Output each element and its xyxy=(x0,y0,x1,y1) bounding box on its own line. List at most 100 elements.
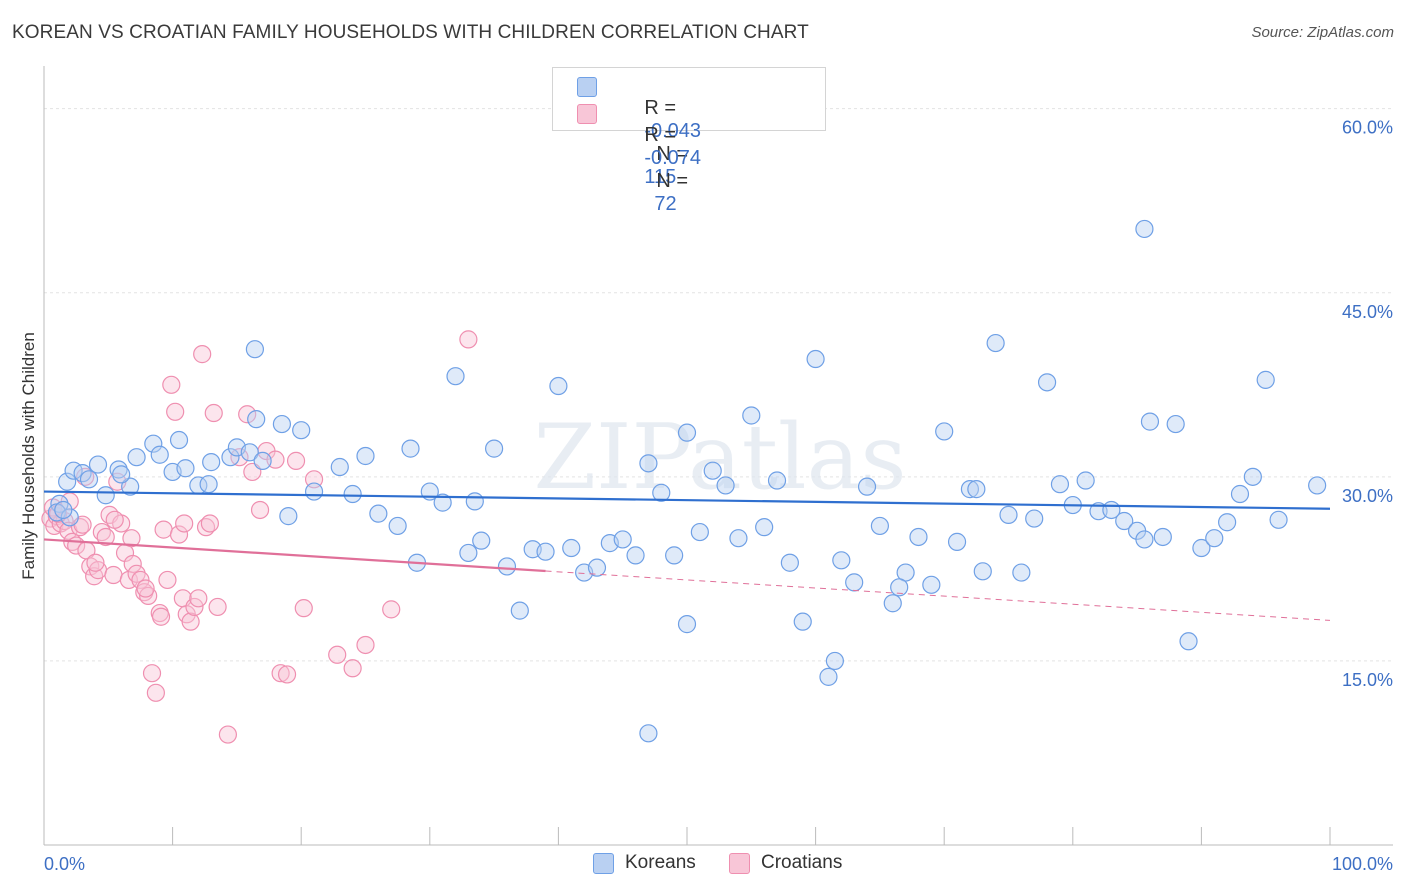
korean-point xyxy=(960,480,980,499)
legend-row-korean: R = -0.043 N = 115 xyxy=(577,74,701,188)
korean-point xyxy=(247,410,266,429)
croatian-point xyxy=(189,589,208,608)
korean-point xyxy=(369,504,388,523)
korean-point xyxy=(780,553,799,572)
korean-point xyxy=(1050,475,1070,494)
korean-point xyxy=(79,470,99,489)
korean-point xyxy=(96,486,115,505)
croatian-point xyxy=(136,579,155,598)
korean-point xyxy=(199,475,218,494)
y-tick-label-2: 45.0% xyxy=(1342,302,1393,322)
croatian-point xyxy=(343,659,362,678)
koreans-legend-label: Koreans xyxy=(625,852,696,873)
korean-n-value: 115 xyxy=(644,166,677,188)
korean-point xyxy=(446,367,465,386)
croatian-point xyxy=(142,664,162,683)
watermark-text: ZIPatlas xyxy=(533,405,906,510)
korean-point xyxy=(1076,471,1095,490)
korean-point xyxy=(1135,219,1154,239)
korean-point xyxy=(472,531,491,550)
korean-point xyxy=(388,516,407,536)
korean-point xyxy=(793,612,812,631)
korean-point xyxy=(677,615,697,634)
korean-point xyxy=(1179,632,1198,651)
croatian-r-value: -0.074 xyxy=(644,147,702,169)
korean-point xyxy=(935,422,954,441)
korean-point xyxy=(1140,412,1160,431)
croatians-legend-label: Croatians xyxy=(761,852,843,873)
korean-point xyxy=(883,594,902,613)
korean-point xyxy=(549,376,568,396)
croatian-trend-line xyxy=(43,538,546,573)
x-tick-label-min: 0.0% xyxy=(44,854,85,874)
croatian-point xyxy=(266,450,285,469)
korean-point xyxy=(1089,502,1108,521)
korean-point xyxy=(767,471,787,490)
korean-point xyxy=(292,421,311,440)
croatian-point xyxy=(294,599,313,618)
croatian-point xyxy=(96,527,115,547)
korean-point xyxy=(1269,510,1288,529)
croatian-point xyxy=(250,500,270,520)
croatian-n-value: 72 xyxy=(654,193,677,215)
korean-point xyxy=(1205,529,1224,548)
croatian-point xyxy=(169,525,189,544)
korean-point xyxy=(144,434,163,453)
korean-point xyxy=(88,455,108,474)
trend-lines xyxy=(43,490,1331,621)
korean-point xyxy=(459,543,478,563)
korean-point xyxy=(485,439,504,458)
croatian-point xyxy=(175,514,194,533)
korean-point xyxy=(986,333,1005,353)
croatian-point xyxy=(123,554,142,574)
korean-point xyxy=(109,460,128,479)
stats-legend: R = -0.043 N = 115 R = -0.074 N = 72 xyxy=(552,67,826,215)
croatian-point xyxy=(166,402,185,421)
korean-point xyxy=(1012,563,1031,582)
korean-point xyxy=(1192,538,1211,558)
y-tick-label-3: 60.0% xyxy=(1342,118,1393,138)
croatian-point xyxy=(208,597,227,617)
croatians-legend-swatch xyxy=(729,853,750,874)
croatian-n-label: N = xyxy=(656,170,689,192)
legend-row-croatian: R = -0.074 N = 72 xyxy=(577,101,701,215)
korean-point xyxy=(112,465,131,484)
korean-point xyxy=(742,406,761,425)
korean-point xyxy=(240,443,259,462)
korean-point xyxy=(870,516,890,536)
croatian-point xyxy=(122,529,141,548)
korean-point xyxy=(755,518,774,537)
croatian-point xyxy=(271,664,290,683)
korean-point xyxy=(1135,530,1154,549)
korean-point xyxy=(806,349,825,369)
korean-point xyxy=(60,508,79,527)
korean-point xyxy=(729,529,748,548)
croatian-swatch xyxy=(577,104,597,124)
korean-point xyxy=(845,573,864,592)
croatian-point xyxy=(238,405,257,424)
korean-point xyxy=(433,493,452,512)
korean-point xyxy=(1153,527,1172,547)
korean-point xyxy=(626,546,645,565)
korean-point xyxy=(690,522,709,542)
korean-point xyxy=(279,507,298,526)
korean-point xyxy=(245,340,265,359)
korean-point xyxy=(401,439,420,458)
croatian-point xyxy=(151,607,171,626)
korean-point xyxy=(562,538,581,558)
korean-point xyxy=(922,575,941,594)
korean-point xyxy=(677,423,697,442)
croatian-point xyxy=(154,520,173,539)
croatian-point xyxy=(162,375,181,394)
croatian-point xyxy=(104,565,123,585)
axes xyxy=(43,66,1393,846)
y-axis-label: Family Households with Children xyxy=(19,332,38,580)
croatian-point xyxy=(277,665,297,684)
korean-point xyxy=(1025,509,1044,528)
korean-point xyxy=(857,477,877,496)
croatian-point xyxy=(158,570,177,590)
korean-point xyxy=(304,482,324,501)
croatian-r-label: R = xyxy=(644,124,677,146)
korean-point xyxy=(497,557,517,576)
